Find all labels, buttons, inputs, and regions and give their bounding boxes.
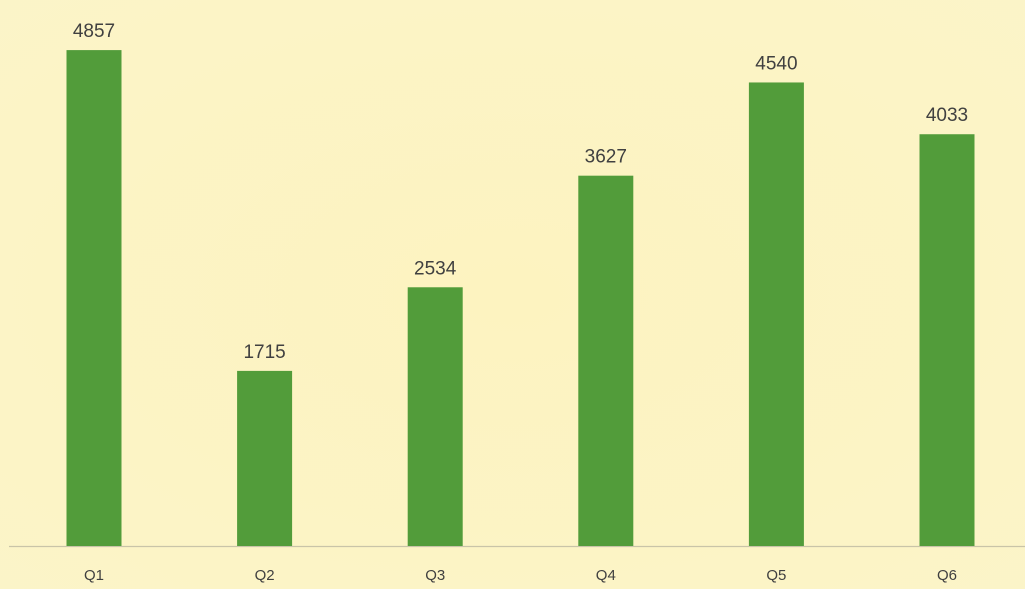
x-tick-label: Q2 bbox=[255, 567, 275, 584]
x-tick-label: Q1 bbox=[84, 567, 104, 584]
bar bbox=[66, 50, 122, 546]
x-tick-label: Q4 bbox=[596, 567, 616, 584]
bar bbox=[919, 134, 975, 546]
data-label: 3627 bbox=[585, 147, 627, 168]
bar bbox=[748, 82, 804, 546]
bar bbox=[237, 370, 293, 546]
bar bbox=[578, 175, 634, 547]
data-label: 4857 bbox=[73, 21, 115, 42]
x-tick-label: Q3 bbox=[425, 567, 445, 584]
data-label: 4033 bbox=[926, 105, 968, 126]
data-label: 1715 bbox=[243, 342, 285, 363]
data-label: 4540 bbox=[755, 53, 797, 74]
x-tick-label: Q6 bbox=[937, 567, 957, 584]
data-label: 2534 bbox=[414, 258, 457, 279]
bar bbox=[407, 287, 463, 546]
x-tick-label: Q5 bbox=[766, 567, 786, 584]
